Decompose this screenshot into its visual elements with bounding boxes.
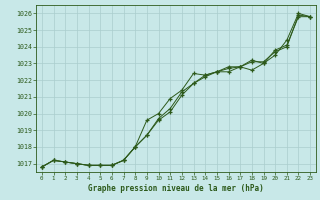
X-axis label: Graphe pression niveau de la mer (hPa): Graphe pression niveau de la mer (hPa) (88, 184, 264, 193)
